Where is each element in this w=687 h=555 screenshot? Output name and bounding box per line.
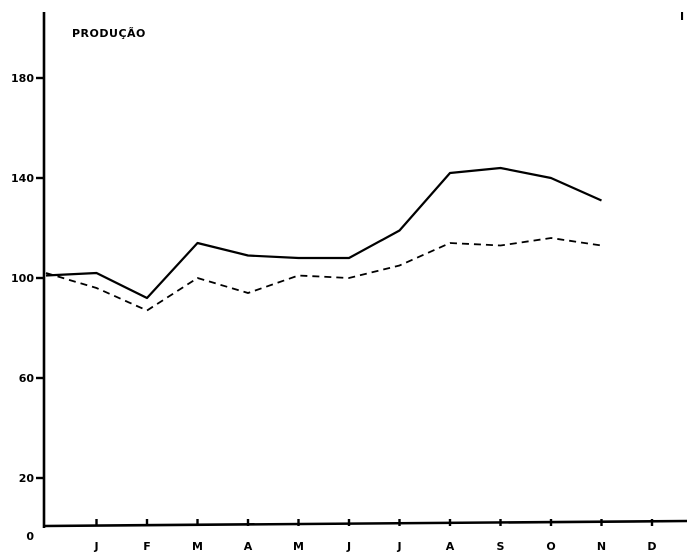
x-tick-label: A bbox=[446, 540, 455, 553]
ticks: 0 20 60 100 140 180 J F M A M J J A S O N D bbox=[11, 72, 657, 553]
y-tick-label: 140 bbox=[11, 172, 34, 185]
axes bbox=[42, 12, 687, 528]
x-tick-label: M bbox=[293, 540, 304, 553]
x-tick-label: A bbox=[244, 540, 253, 553]
x-tick-label: J bbox=[93, 540, 98, 553]
x-tick-label: S bbox=[497, 540, 505, 553]
series-line-solid bbox=[45, 166, 602, 300]
x-tick-label: J bbox=[346, 540, 351, 553]
y-tick-label: 100 bbox=[11, 272, 34, 285]
x-axis-line bbox=[43, 519, 687, 528]
x-tick-label: O bbox=[546, 540, 555, 553]
x-tick-label: J bbox=[396, 540, 401, 553]
y-tick-label: 20 bbox=[19, 472, 35, 485]
y-tick-label: 180 bbox=[11, 72, 34, 85]
series-line-dashed bbox=[45, 237, 602, 312]
chart-title: PRODUÇÃO bbox=[72, 27, 146, 40]
x-tick-label: N bbox=[597, 540, 606, 553]
corner-mark: I bbox=[680, 10, 684, 23]
series-group bbox=[45, 166, 602, 312]
x-tick-label: M bbox=[192, 540, 203, 553]
x-tick-label: D bbox=[647, 540, 656, 553]
y-tick-label: 60 bbox=[19, 372, 35, 385]
x-tick-label: F bbox=[143, 540, 151, 553]
y-tick-label: 0 bbox=[26, 530, 34, 543]
